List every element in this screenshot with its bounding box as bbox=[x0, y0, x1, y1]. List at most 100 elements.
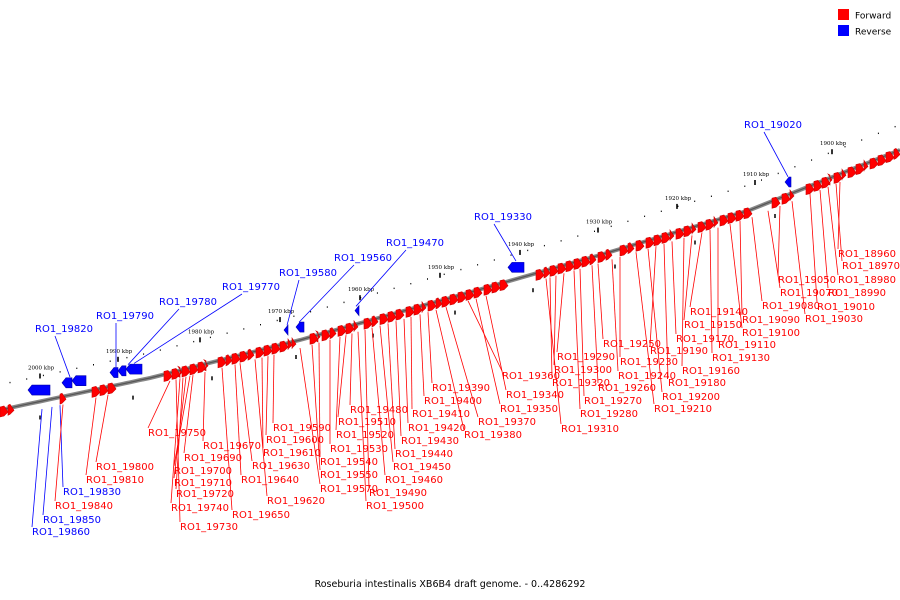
gene-arrows bbox=[0, 148, 900, 418]
forward-gene-arrow bbox=[821, 176, 831, 189]
leader-line bbox=[791, 201, 806, 315]
forward-gene-arrow bbox=[827, 173, 833, 186]
leader-line bbox=[467, 300, 503, 372]
legend-forward-swatch bbox=[838, 9, 849, 20]
reverse-gene-label: RO1_19020 bbox=[744, 120, 802, 131]
forward-gene-label: RO1_19260 bbox=[598, 383, 656, 394]
forward-gene-label: RO1_19440 bbox=[395, 449, 453, 460]
leader-line bbox=[777, 205, 781, 276]
forward-gene-label: RO1_19180 bbox=[668, 378, 726, 389]
reverse-gene-label: RO1_19820 bbox=[35, 324, 93, 335]
forward-gene-label: RO1_19160 bbox=[682, 366, 740, 377]
forward-gene-label: RO1_19670 bbox=[203, 441, 261, 452]
reverse-gene-arrow bbox=[295, 321, 305, 333]
forward-gene-arrow bbox=[189, 363, 199, 376]
reverse-gene-arrow bbox=[283, 324, 289, 336]
forward-gene-label: RO1_19510 bbox=[338, 417, 396, 428]
forward-gene-arrow bbox=[483, 283, 493, 296]
leader-line bbox=[579, 268, 585, 397]
forward-gene-label: RO1_19110 bbox=[718, 340, 776, 351]
forward-gene-label: RO1_19490 bbox=[369, 488, 427, 499]
reverse-gene-label: RO1_19850 bbox=[43, 515, 101, 526]
forward-gene-label: RO1_19080 bbox=[762, 301, 820, 312]
reverse-gene-label: RO1_19560 bbox=[334, 253, 392, 264]
forward-gene-arrow bbox=[619, 244, 629, 257]
forward-gene-arrow bbox=[683, 225, 693, 238]
forward-gene-arrow bbox=[379, 313, 389, 325]
forward-gene-arrow bbox=[735, 209, 745, 222]
reverse-gene-arrow bbox=[354, 304, 360, 317]
forward-gene-arrow bbox=[653, 234, 663, 247]
forward-gene-arrow bbox=[0, 405, 9, 418]
forward-gene-arrow bbox=[691, 222, 697, 235]
leader-line bbox=[379, 325, 394, 463]
forward-gene-label: RO1_19310 bbox=[561, 424, 619, 435]
leader-line bbox=[427, 312, 433, 384]
forward-gene-arrow bbox=[345, 322, 355, 335]
forward-gene-label: RO1_19550 bbox=[320, 470, 378, 481]
forward-gene-label: RO1_19640 bbox=[241, 475, 299, 486]
forward-gene-label: RO1_19570 bbox=[320, 484, 378, 495]
leader-line bbox=[54, 335, 71, 378]
leader-line bbox=[147, 380, 171, 429]
leader-line bbox=[819, 189, 829, 289]
forward-gene-arrow bbox=[805, 183, 815, 195]
forward-gene-label: RO1_19270 bbox=[584, 396, 642, 407]
forward-gene-arrow bbox=[371, 315, 379, 328]
legend: Forward Reverse bbox=[838, 9, 892, 38]
forward-gene-label: RO1_19710 bbox=[174, 478, 232, 489]
leader-line bbox=[767, 210, 781, 289]
reverse-gene-arrow bbox=[61, 377, 73, 389]
leader-line bbox=[357, 331, 367, 502]
leader-line bbox=[410, 316, 413, 410]
forward-gene-arrow bbox=[287, 338, 293, 351]
scale-label: 2000 kbp bbox=[28, 365, 55, 371]
forward-gene-arrow bbox=[405, 305, 415, 318]
leader-line bbox=[85, 397, 97, 476]
scale-label: 1910 kbp bbox=[743, 172, 770, 178]
leader-line bbox=[221, 367, 233, 511]
leader-line bbox=[173, 376, 187, 479]
label-leader-lines bbox=[31, 131, 843, 528]
forward-gene-arrow bbox=[565, 260, 575, 273]
forward-gene-arrow bbox=[841, 168, 847, 181]
leader-line bbox=[133, 293, 243, 364]
reverse-gene-label: RO1_19330 bbox=[474, 212, 532, 223]
forward-gene-arrow bbox=[543, 266, 551, 279]
leader-line bbox=[671, 241, 677, 335]
forward-gene-arrow bbox=[549, 264, 559, 277]
forward-gene-label: RO1_19800 bbox=[96, 462, 154, 473]
forward-gene-arrow bbox=[535, 269, 545, 281]
gene-labels: RO1_19860RO1_19850RO1_19830RO1_19820RO1_… bbox=[32, 120, 900, 538]
forward-gene-arrow bbox=[177, 365, 183, 378]
leader-line bbox=[485, 295, 507, 391]
forward-gene-arrow bbox=[315, 330, 321, 343]
leader-line bbox=[95, 394, 109, 463]
forward-gene-arrow bbox=[291, 337, 297, 350]
leader-line bbox=[202, 372, 206, 442]
reverse-gene-arrow bbox=[784, 176, 792, 188]
forward-gene-label: RO1_19350 bbox=[500, 404, 558, 415]
forward-gene-arrow bbox=[217, 356, 227, 369]
forward-gene-arrow bbox=[239, 350, 249, 363]
forward-gene-arrow bbox=[99, 384, 109, 397]
leader-line bbox=[827, 186, 839, 276]
forward-gene-arrow bbox=[91, 386, 101, 398]
forward-gene-label: RO1_19530 bbox=[330, 444, 388, 455]
forward-gene-label: RO1_18960 bbox=[838, 249, 896, 260]
forward-gene-arrow bbox=[421, 300, 427, 313]
leader-line bbox=[545, 278, 562, 425]
forward-gene-label: RO1_19740 bbox=[171, 503, 229, 514]
forward-gene-label: RO1_19290 bbox=[557, 352, 615, 363]
forward-gene-arrow bbox=[181, 365, 191, 378]
leader-line bbox=[649, 246, 657, 347]
forward-gene-label: RO1_19480 bbox=[350, 405, 408, 416]
forward-gene-arrow bbox=[203, 359, 209, 372]
forward-gene-label: RO1_19450 bbox=[393, 462, 451, 473]
leader-line bbox=[298, 264, 355, 323]
forward-gene-label: RO1_19720 bbox=[176, 489, 234, 500]
forward-gene-arrow bbox=[573, 258, 583, 270]
forward-gene-label: RO1_19650 bbox=[232, 510, 290, 521]
forward-gene-arrow bbox=[713, 215, 719, 228]
